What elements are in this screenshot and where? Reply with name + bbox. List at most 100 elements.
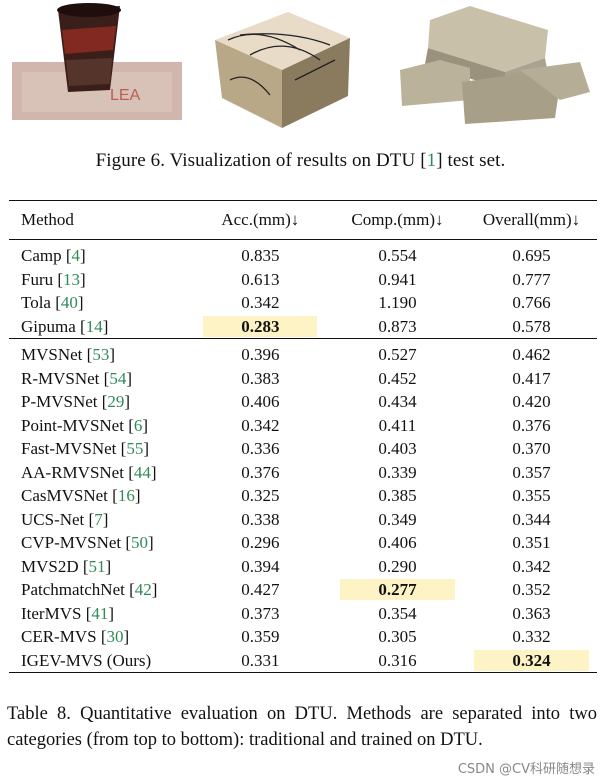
cell-acc: 0.336 (192, 437, 329, 461)
cell-method: CVP-MVSNet [50] (9, 531, 192, 555)
method-name: R-MVSNet [ (21, 368, 110, 388)
header-comp: Comp.(mm)↓ (351, 210, 444, 229)
citation-bracket: ] (126, 368, 132, 388)
cell-comp: 0.554 (329, 240, 466, 268)
citation-link[interactable]: 29 (107, 392, 125, 411)
method-name: UCS-Net [ (21, 509, 95, 529)
cell-comp: 0.406 (329, 531, 466, 555)
results-table: Method Acc.(mm)↓ Comp.(mm)↓ Overall(mm)↓… (9, 200, 597, 673)
value-overall: 0.370 (512, 439, 551, 458)
citation-link[interactable]: 53 (92, 345, 110, 364)
value-overall: 0.324 (474, 649, 589, 671)
cell-comp: 0.411 (329, 414, 466, 438)
value-overall: 0.462 (512, 345, 551, 364)
cell-comp: 0.873 (329, 315, 466, 339)
cell-acc: 0.325 (192, 484, 329, 508)
citation-bracket: ] (124, 392, 131, 411)
header-method: Method (21, 210, 74, 229)
cell-acc: 0.331 (192, 649, 329, 673)
cell-comp: 0.316 (329, 649, 466, 673)
citation-bracket: ] (143, 439, 149, 458)
value-acc: 0.406 (241, 392, 280, 411)
method-name: Camp [ (21, 246, 72, 265)
cell-comp: 0.339 (329, 461, 466, 485)
value-acc: 0.296 (241, 533, 280, 552)
method-name: MVS2D [ (21, 556, 89, 576)
value-acc: 0.613 (241, 269, 280, 289)
bricks-reconstruction (400, 6, 590, 124)
citation-link[interactable]: 44 (133, 462, 151, 482)
cell-overall: 0.370 (466, 437, 597, 461)
citation-link[interactable]: 14 (85, 316, 103, 336)
method-name: Gipuma [ (21, 316, 86, 336)
cell-method: CasMVSNet [16] (9, 484, 192, 508)
table-row: PatchmatchNet [42] 0.427 0.277 0.352 (9, 578, 597, 602)
citation-link[interactable]: 41 (91, 603, 109, 623)
table-row: Tola [40] 0.342 1.190 0.766 (9, 291, 597, 315)
citation-link[interactable]: 40 (60, 293, 78, 312)
cell-overall: 0.417 (466, 367, 597, 391)
cell-comp: 0.354 (329, 602, 466, 626)
cell-method: Furu [13] (9, 268, 192, 292)
value-comp: 0.554 (378, 246, 417, 265)
figure-caption: Figure 6. Visualization of results on DT… (0, 150, 601, 172)
cell-overall: 0.351 (466, 531, 597, 555)
citation-link[interactable]: 30 (106, 627, 124, 646)
cell-method: IterMVS [41] (9, 602, 192, 626)
value-comp: 0.873 (378, 316, 417, 336)
citation-bracket: ] (109, 345, 115, 364)
citation-link[interactable]: 4 (71, 246, 81, 265)
cell-overall: 0.420 (466, 390, 597, 414)
cell-comp: 0.434 (329, 390, 466, 414)
table-header-row: Method Acc.(mm)↓ Comp.(mm)↓ Overall(mm)↓ (9, 200, 597, 240)
method-name: P-MVSNet [ (21, 392, 108, 411)
cell-comp: 0.527 (329, 339, 466, 367)
traditional-methods: Camp [4] 0.835 0.554 0.695 Furu [13] 0.613 0.9… (9, 240, 597, 339)
cell-acc: 0.373 (192, 602, 329, 626)
citation-bracket: ] (105, 556, 112, 576)
citation-link[interactable]: 7 (94, 509, 103, 529)
citation-link[interactable]: 16 (117, 486, 135, 505)
cell-comp: 0.941 (329, 268, 466, 292)
value-comp: 0.339 (378, 462, 417, 482)
value-acc: 0.427 (241, 580, 280, 599)
value-comp: 0.452 (378, 368, 417, 388)
cell-overall: 0.695 (466, 240, 597, 268)
cell-overall: 0.462 (466, 339, 597, 367)
method-name: CasMVSNet [ (21, 486, 118, 505)
table-row: R-MVSNet [54] 0.383 0.452 0.417 (9, 367, 597, 391)
value-overall: 0.332 (512, 627, 551, 646)
value-overall: 0.342 (512, 556, 551, 576)
citation-link[interactable]: 55 (126, 439, 144, 458)
citation-link[interactable]: 50 (131, 533, 149, 552)
trained-methods: MVSNet [53] 0.396 0.527 0.462 R-MVSNet [54] 0… (9, 339, 597, 673)
figure-caption-text: Figure 6. Visualization of results on DT… (95, 150, 427, 171)
citation-link[interactable]: 42 (134, 580, 152, 599)
cell-comp: 0.305 (329, 625, 466, 649)
cell-overall: 0.766 (466, 291, 597, 315)
cell-overall: 0.324 (466, 649, 597, 673)
citation-link[interactable]: 13 (63, 269, 81, 289)
table-row: MVS2D [51] 0.394 0.290 0.342 (9, 555, 597, 579)
cell-overall: 0.355 (466, 484, 597, 508)
method-name: CER-MVS [ (21, 627, 107, 646)
cell-comp: 0.403 (329, 437, 466, 461)
citation-link[interactable]: 6 (133, 415, 143, 435)
value-acc: 0.359 (241, 627, 280, 646)
citation-bracket: ] (80, 269, 86, 289)
cell-acc: 0.394 (192, 555, 329, 579)
cell-acc: 0.296 (192, 531, 329, 555)
citation-bracket: ] (108, 603, 115, 623)
citation-link[interactable]: 54 (109, 368, 127, 388)
citation-link[interactable]: 51 (88, 556, 106, 576)
cell-acc: 0.396 (192, 339, 329, 367)
cell-comp: 0.349 (329, 508, 466, 532)
cell-overall: 0.777 (466, 268, 597, 292)
citation-bracket: ] (80, 246, 86, 265)
cell-comp: 0.277 (329, 578, 466, 602)
cell-comp: 0.385 (329, 484, 466, 508)
cell-acc: 0.359 (192, 625, 329, 649)
citation-link[interactable]: 1 (426, 150, 437, 171)
cell-acc: 0.283 (192, 315, 329, 339)
value-acc: 0.376 (241, 462, 280, 482)
